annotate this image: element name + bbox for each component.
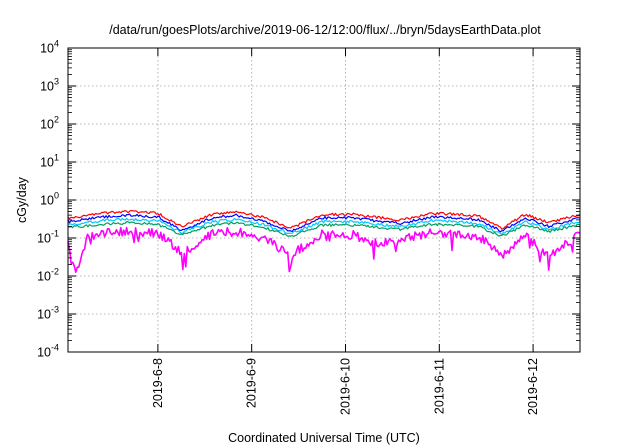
x-tick-label: 2019-6-11 bbox=[432, 358, 446, 414]
x-tick-label: 2019-6-8 bbox=[151, 358, 165, 408]
y-tick-label: 10-3 bbox=[37, 305, 59, 322]
series-line bbox=[67, 213, 580, 233]
series-line bbox=[67, 210, 581, 230]
series-line bbox=[67, 221, 581, 238]
y-tick-label: 10-4 bbox=[37, 343, 59, 360]
series-group bbox=[67, 210, 581, 273]
grid bbox=[68, 48, 580, 352]
x-axis: 2019-6-8 2019-6-9 2019-6-10 2019-6-11 2019-6… bbox=[151, 48, 540, 415]
y-tick-label: 104 bbox=[40, 39, 59, 56]
y-axis: 10-4 10-3 10-2 10-1 100 101 102 103 104 bbox=[37, 39, 580, 360]
series-line bbox=[67, 217, 581, 235]
y-tick-label: 102 bbox=[40, 115, 59, 132]
y-tick-label: 103 bbox=[40, 77, 59, 94]
y-axis-label: cGy/day bbox=[15, 176, 29, 223]
x-axis-label: Coordinated Universal Time (UTC) bbox=[228, 431, 420, 445]
chart-title: /data/run/goesPlots/archive/2019-06-12/1… bbox=[109, 23, 541, 37]
x-tick-label: 2019-6-12 bbox=[526, 358, 540, 415]
y-tick-label: 10-1 bbox=[37, 229, 59, 246]
x-tick-label: 2019-6-9 bbox=[245, 358, 259, 408]
y-tick-label: 10-2 bbox=[37, 267, 59, 284]
y-tick-label: 101 bbox=[40, 153, 59, 170]
y-tick-label: 100 bbox=[40, 191, 59, 208]
x-tick-label: 2019-6-10 bbox=[338, 358, 352, 415]
series-line bbox=[67, 226, 581, 273]
